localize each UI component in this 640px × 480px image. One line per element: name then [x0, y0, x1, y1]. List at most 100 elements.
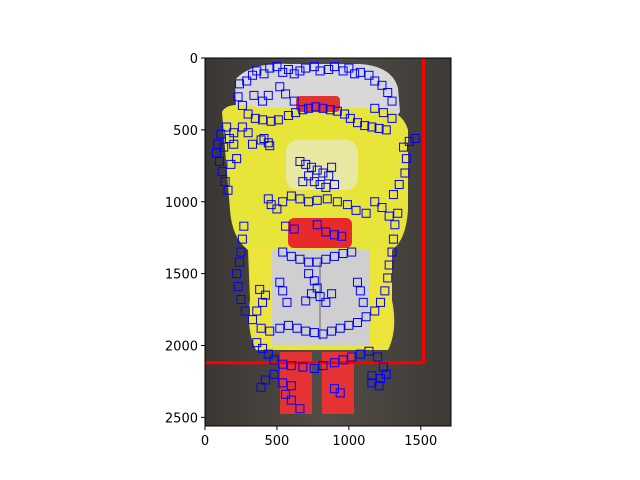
keypoint-marker — [278, 378, 288, 388]
keypoint-marker — [361, 312, 371, 322]
keypoint-marker — [258, 297, 268, 307]
keypoint-marker — [335, 323, 345, 333]
keypoint-marker — [283, 320, 293, 330]
keypoint-marker — [304, 197, 314, 207]
keypoint-marker — [249, 90, 259, 100]
keypoint-marker — [212, 148, 222, 158]
keypoint-marker — [286, 251, 296, 261]
keypoint-marker — [273, 115, 283, 125]
keypoint-marker — [321, 182, 331, 192]
keypoint-marker — [295, 404, 305, 414]
keypoint-marker — [374, 123, 384, 133]
keypoint-marker — [352, 318, 362, 327]
keypoint-marker — [309, 328, 319, 338]
keypoint-marker — [247, 315, 257, 325]
keypoint-marker — [282, 297, 292, 307]
keypoint-marker — [315, 180, 325, 189]
keypoint-marker — [243, 128, 253, 138]
keypoint-marker — [291, 108, 301, 118]
keypoint-marker — [400, 168, 410, 178]
keypoint-marker — [332, 197, 342, 207]
keypoint-marker — [298, 362, 308, 372]
keypoint-marker — [220, 177, 230, 187]
keypoint-marker — [301, 296, 311, 306]
keypoint-marker — [352, 277, 362, 287]
keypoint-marker — [312, 195, 322, 205]
keypoint-marker — [387, 247, 397, 257]
keypoint-marker — [289, 96, 299, 106]
keypoint-marker — [255, 284, 265, 294]
keypoint-marker — [252, 66, 262, 76]
keypoint-marker — [242, 76, 252, 86]
y-tick-label: 1500 — [165, 268, 198, 283]
keypoint-marker — [388, 234, 398, 244]
keypoint-marker — [272, 204, 282, 214]
keypoint-marker — [214, 157, 224, 166]
keypoint-marker — [329, 62, 339, 72]
keypoint-marker — [344, 63, 354, 73]
keypoint-marker — [306, 289, 316, 299]
keypoint-marker — [295, 157, 305, 166]
keypoint-marker — [352, 118, 362, 128]
keypoint-marker — [399, 142, 409, 152]
keypoint-marker — [329, 358, 339, 368]
keypoint-marker — [216, 129, 226, 139]
keypoint-marker — [237, 122, 247, 132]
keypoint-marker — [338, 355, 348, 365]
keypoint-marker — [377, 80, 387, 90]
keypoint-marker — [237, 234, 247, 244]
keypoint-marker — [324, 171, 334, 181]
keypoint-marker — [318, 168, 328, 178]
keypoint-marker — [373, 352, 383, 362]
keypoint-marker — [286, 381, 296, 391]
keypoint-marker — [275, 82, 285, 92]
keypoint-marker — [388, 190, 398, 200]
keypoint-marker — [235, 79, 245, 89]
keypoint-marker — [258, 96, 268, 106]
keypoint-marker — [213, 139, 223, 149]
keypoint-marker — [329, 251, 339, 261]
keypoint-marker — [315, 292, 325, 302]
keypoint-marker — [404, 136, 414, 146]
keypoint-marker — [259, 69, 269, 79]
keypoint-marker — [376, 297, 386, 307]
keypoint-marker — [327, 162, 337, 172]
keypoint-marker — [350, 69, 360, 79]
keypoint-marker — [377, 203, 387, 212]
keypoint-marker — [338, 66, 348, 76]
keypoint-marker — [226, 159, 236, 169]
keypoint-marker — [289, 69, 299, 79]
y-tick-label: 0 — [190, 52, 198, 67]
keypoint-marker — [318, 103, 328, 113]
keypoint-marker — [374, 381, 384, 391]
keypoint-marker — [292, 323, 302, 333]
keypoint-marker — [281, 89, 291, 99]
keypoint-marker — [384, 211, 394, 221]
keypoint-marker — [265, 63, 275, 73]
keypoint-marker — [298, 105, 308, 115]
keypoint-marker — [344, 320, 354, 330]
keypoint-marker — [367, 378, 377, 388]
keypoint-marker — [295, 254, 305, 264]
keypoint-marker — [355, 67, 365, 77]
x-tick-label: 500 — [265, 434, 290, 449]
keypoint-marker — [383, 273, 393, 283]
keypoint-marker — [383, 88, 393, 97]
keypoint-marker — [312, 257, 322, 267]
keypoint-marker — [301, 326, 311, 336]
keypoint-marker — [384, 260, 394, 270]
keypoint-marker — [236, 295, 246, 304]
keypoint-marker — [311, 102, 321, 112]
keypoint-marker — [286, 361, 296, 371]
keypoint-marker — [390, 220, 400, 230]
keypoint-marker — [327, 289, 337, 299]
keypoint-marker — [263, 90, 273, 100]
keypoint-marker — [312, 283, 322, 293]
keypoint-marker — [278, 286, 288, 296]
keypoint-marker — [275, 277, 285, 287]
keypoint-marker — [335, 388, 345, 398]
keypoint-marker — [355, 349, 365, 359]
x-tick-label: 0 — [201, 434, 209, 449]
keypoint-marker — [224, 134, 234, 143]
keypoint-marker — [240, 306, 250, 316]
